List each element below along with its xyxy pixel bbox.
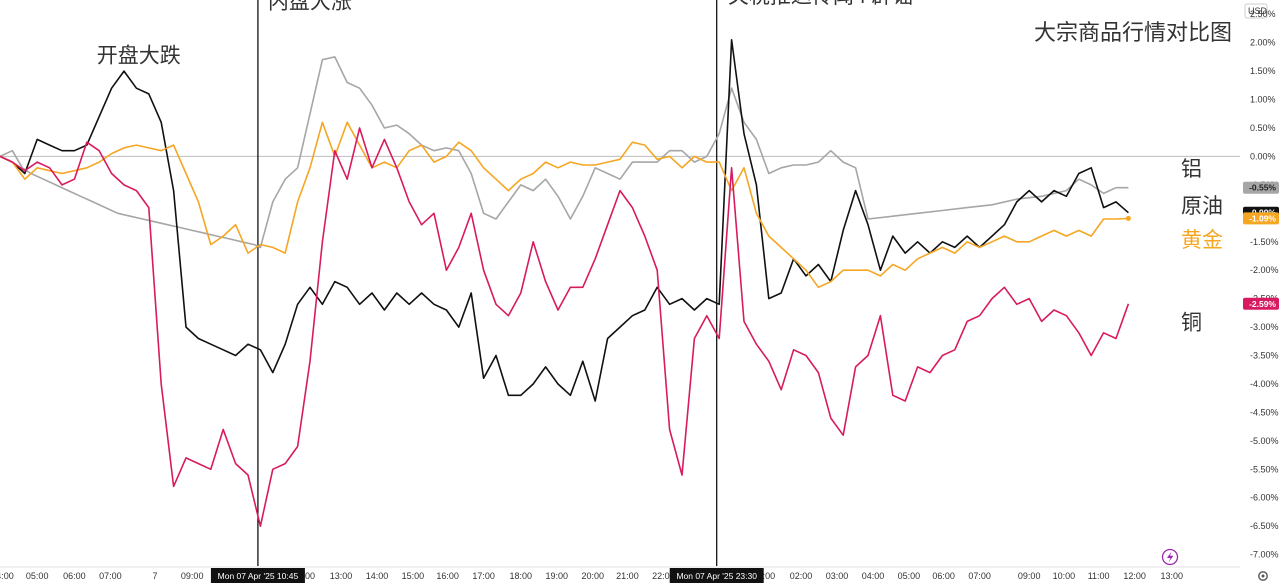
y-tick-label: 0.00% — [1250, 151, 1276, 161]
y-axis[interactable]: USD 2.50%2.00%1.50%1.00%0.50%0.00%-0.50%… — [1243, 3, 1279, 560]
last-value-badge-2 — [1243, 212, 1279, 225]
crosshair-time-labels: Mon 07 Apr '25 10:45 Mon 07 Apr '25 23:30 — [210, 568, 764, 583]
lightning-icon[interactable] — [1161, 548, 1179, 566]
series-line-2 — [0, 121, 1129, 289]
y-tick-label: -2.00% — [1250, 265, 1279, 275]
legend-label-1: 原油 — [1181, 194, 1223, 218]
y-tick-label: -4.00% — [1250, 379, 1279, 389]
x-tick-label: 06:00 — [63, 571, 86, 581]
legend-label-3: 铜 — [1181, 310, 1202, 334]
last-value-text-3: -2.59% — [1249, 299, 1276, 309]
series-end-dot — [1125, 215, 1131, 221]
series-layer — [0, 39, 1131, 527]
last-value-badges: -0.55%-0.99%-1.09%-2.59% — [1243, 181, 1279, 310]
x-tick-label: 21:00 — [616, 571, 639, 581]
x-tick-label: 19:00 — [545, 571, 568, 581]
crosshair-time-box-1 — [669, 568, 764, 583]
crosshair-time-box-0 — [210, 568, 305, 583]
x-tick-label: 07:00 — [99, 571, 122, 581]
annotation-2: 关税推迟传闻+辟谣 — [728, 0, 914, 8]
chart-title: 大宗商品行情对比图 — [1034, 21, 1232, 46]
y-tick-label: -5.00% — [1250, 436, 1279, 446]
currency-label: USD — [1248, 6, 1268, 16]
x-tick-label: 04:00 — [862, 571, 885, 581]
x-tick-label: 03:00 — [826, 571, 849, 581]
last-value-text-2: -1.09% — [1249, 213, 1276, 223]
last-value-badge-3 — [1243, 297, 1279, 310]
x-tick-label: 02:00 — [790, 571, 813, 581]
y-tick-label: -3.00% — [1250, 322, 1279, 332]
x-tick-label: 09:00 — [181, 571, 204, 581]
crosshair-time-text-1: Mon 07 Apr '25 23:30 — [676, 571, 757, 581]
x-tick-label: 04:00 — [0, 571, 14, 581]
y-tick-label: -5.50% — [1250, 464, 1279, 474]
legend-label-2: 黄金 — [1181, 228, 1223, 252]
x-tick-label: 13:00 — [1161, 571, 1184, 581]
y-tick-label: -6.00% — [1250, 493, 1279, 503]
annotation-1: 内盘大涨 — [268, 0, 352, 14]
y-tick-label: -1.50% — [1250, 237, 1279, 247]
gear-icon[interactable] — [1258, 571, 1268, 581]
y-tick-label: -7.00% — [1250, 550, 1279, 560]
y-tick-label: 1.00% — [1250, 95, 1276, 105]
y-tick-label: -4.50% — [1250, 407, 1279, 417]
legend-label-0: 铝 — [1181, 157, 1202, 181]
annotation-0: 开盘大跌 — [97, 44, 181, 68]
series-line-3 — [0, 127, 1130, 527]
x-axis[interactable]: 04:00 05:00 06:00 07:00 7 09:00 12:00 13:00 14:0… — [0, 566, 1240, 583]
x-tick-label: 14:00 — [366, 571, 389, 581]
x-tick-label: 13:00 — [330, 571, 353, 581]
x-tick-label: 20:00 — [581, 571, 604, 581]
y-tick-label: 0.50% — [1250, 123, 1276, 133]
x-tick-label: 11:00 — [1088, 571, 1110, 581]
y-tick-label: -3.50% — [1250, 351, 1279, 361]
x-tick-label: 10:00 — [1053, 571, 1076, 581]
y-tick-labels: 2.50%2.00%1.50%1.00%0.50%0.00%-0.50%-1.0… — [1250, 9, 1279, 559]
x-tick-label: 05:00 — [898, 571, 921, 581]
x-tick-label: 22:00 — [652, 571, 675, 581]
x-tick-label: 7 — [152, 571, 157, 581]
crosshair-time-text-0: Mon 07 Apr '25 10:45 — [218, 571, 299, 581]
last-value-text-0: -0.55% — [1249, 183, 1276, 193]
x-tick-label: 15:00 — [402, 571, 425, 581]
currency-badge[interactable] — [1244, 3, 1268, 19]
y-tick-label: 1.50% — [1250, 66, 1276, 76]
y-tick-label: 2.00% — [1250, 38, 1276, 48]
y-tick-label: -6.50% — [1250, 521, 1279, 531]
x-tick-labels: 04:00 05:00 06:00 07:00 7 09:00 12:00 13:00 14:0… — [0, 571, 1183, 581]
x-tick-label: 06:00 — [932, 571, 955, 581]
x-tick-label: 09:00 — [1018, 571, 1041, 581]
series-line-1 — [0, 39, 1129, 402]
x-tick-label: 16:00 — [436, 571, 459, 581]
x-tick-label: 12:00 — [1123, 571, 1146, 581]
x-tick-label: 05:00 — [26, 571, 49, 581]
x-tick-label: 07:00 — [968, 571, 991, 581]
annotation-layer: 开盘大跌 内盘大涨 关税推迟传闻+辟谣 — [97, 0, 914, 68]
series-line-0 — [0, 56, 1129, 249]
x-tick-label: 18:00 — [510, 571, 533, 581]
y-tick-label: 2.50% — [1250, 9, 1276, 19]
x-tick-label: 17:00 — [472, 571, 495, 581]
x-tick-label: 01:00 — [753, 571, 776, 581]
last-value-badge-0 — [1243, 181, 1279, 194]
